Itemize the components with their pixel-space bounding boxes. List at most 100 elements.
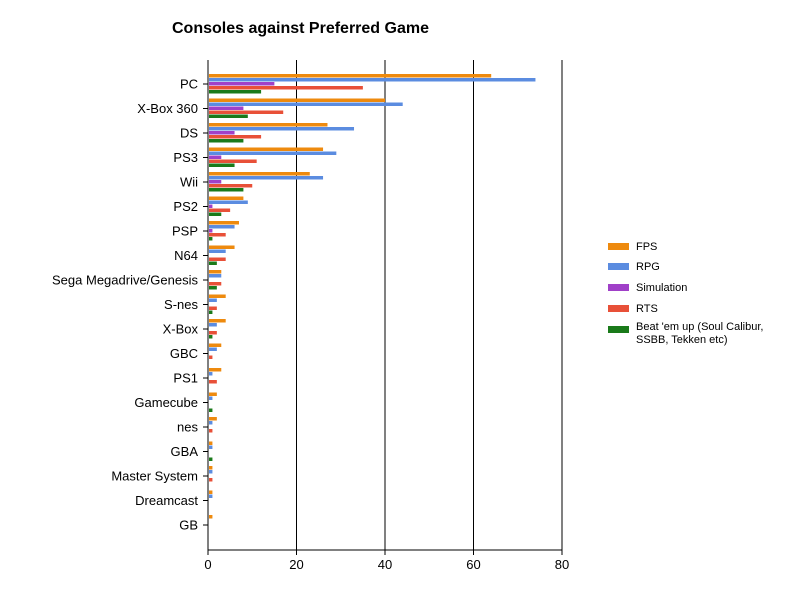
category-label: nes: [177, 420, 198, 435]
x-tick-label: 80: [555, 557, 569, 572]
category-label: N64: [174, 248, 198, 263]
category-label: X-Box 360: [137, 101, 198, 116]
bar: [209, 355, 213, 359]
category-label: Master System: [111, 469, 198, 484]
bar: [209, 188, 244, 192]
bar: [209, 257, 226, 261]
bar: [209, 135, 262, 139]
bar: [209, 310, 213, 314]
bar: [209, 490, 213, 494]
bar: [209, 245, 235, 249]
bar: [209, 90, 262, 94]
x-tick-label: 40: [378, 557, 392, 572]
legend-swatch: [608, 326, 629, 333]
bar: [209, 82, 275, 86]
bar: [209, 102, 403, 106]
category-label: PC: [180, 77, 198, 92]
category-label: PSP: [172, 224, 198, 239]
bar: [209, 319, 226, 323]
category-label: PS3: [173, 150, 198, 165]
bar: [209, 478, 213, 482]
bar: [209, 114, 248, 118]
bar: [209, 237, 213, 241]
bar: [209, 294, 226, 298]
bar: [209, 261, 217, 265]
bar: [209, 466, 213, 470]
bar: [209, 396, 213, 400]
bar: [209, 331, 217, 335]
bar: [209, 74, 492, 78]
bar: [209, 368, 222, 372]
bar: [209, 123, 328, 127]
category-label: DS: [180, 126, 198, 141]
bar: [209, 249, 226, 253]
category-label: Dreamcast: [135, 493, 198, 508]
category-label: Wii: [180, 175, 198, 190]
bar: [209, 225, 235, 229]
bar: [209, 127, 355, 131]
bar: [209, 392, 217, 396]
bar: [209, 380, 217, 384]
bar: [209, 200, 248, 204]
bar: [209, 86, 363, 90]
bar: [209, 212, 222, 216]
bar: [209, 159, 257, 163]
legend-swatch: [608, 243, 629, 250]
category-label: Gamecube: [134, 395, 198, 410]
category-label: X-Box: [163, 322, 199, 337]
bar: [209, 286, 217, 290]
legend-label: Simulation: [636, 282, 687, 294]
bar: [209, 98, 385, 102]
bar: [209, 106, 244, 110]
legend-swatch: [608, 284, 629, 291]
bar: [209, 429, 213, 433]
bar: [209, 298, 217, 302]
bar: [209, 515, 213, 519]
bar: [209, 196, 244, 200]
bar: [209, 274, 222, 278]
bar: [209, 184, 253, 188]
bar: [209, 323, 217, 327]
bar: [209, 282, 222, 286]
bar: [209, 208, 231, 212]
bar: [209, 421, 213, 425]
x-tick-label: 0: [204, 557, 211, 572]
legend-label: FPS: [636, 241, 657, 253]
legend-swatch: [608, 263, 629, 270]
bar: [209, 172, 310, 176]
bar: [209, 470, 213, 474]
bar: [209, 457, 213, 461]
x-tick-label: 60: [466, 557, 480, 572]
bar: [209, 176, 324, 180]
bar: [209, 445, 213, 449]
bar: [209, 229, 213, 233]
bar: [209, 139, 244, 143]
bar: [209, 270, 222, 274]
gridlines: [296, 60, 563, 550]
category-label: GBA: [171, 444, 199, 459]
category-label: S-nes: [164, 297, 198, 312]
bar: [209, 372, 213, 376]
bar: [209, 408, 213, 412]
legend: FPS RPG Simulation RTS Beat 'em up (Soul Cal…: [608, 241, 763, 346]
x-tick-label: 20: [289, 557, 303, 572]
bar: [209, 78, 536, 82]
bar: [209, 343, 222, 347]
bar: [209, 163, 235, 167]
category-label: GBC: [170, 346, 198, 361]
category-label: Sega Megadrive/Genesis: [52, 273, 198, 288]
legend-swatch: [608, 305, 629, 312]
bar: [209, 147, 324, 151]
bar: [209, 233, 226, 237]
bar: [209, 417, 217, 421]
bar: [209, 110, 284, 114]
legend-label: Beat 'em up (Soul Calibur, SSBB, Tekken e…: [636, 321, 763, 346]
bar: [209, 131, 235, 135]
axes: 0 20 40 60 80 PC X-Box 360 DS PS3 Wii PS2 PSP N64 Seg…: [52, 60, 569, 572]
bars: [209, 74, 536, 519]
bar: [209, 347, 217, 351]
bar: [209, 180, 222, 184]
legend-label: RPG: [636, 261, 660, 273]
